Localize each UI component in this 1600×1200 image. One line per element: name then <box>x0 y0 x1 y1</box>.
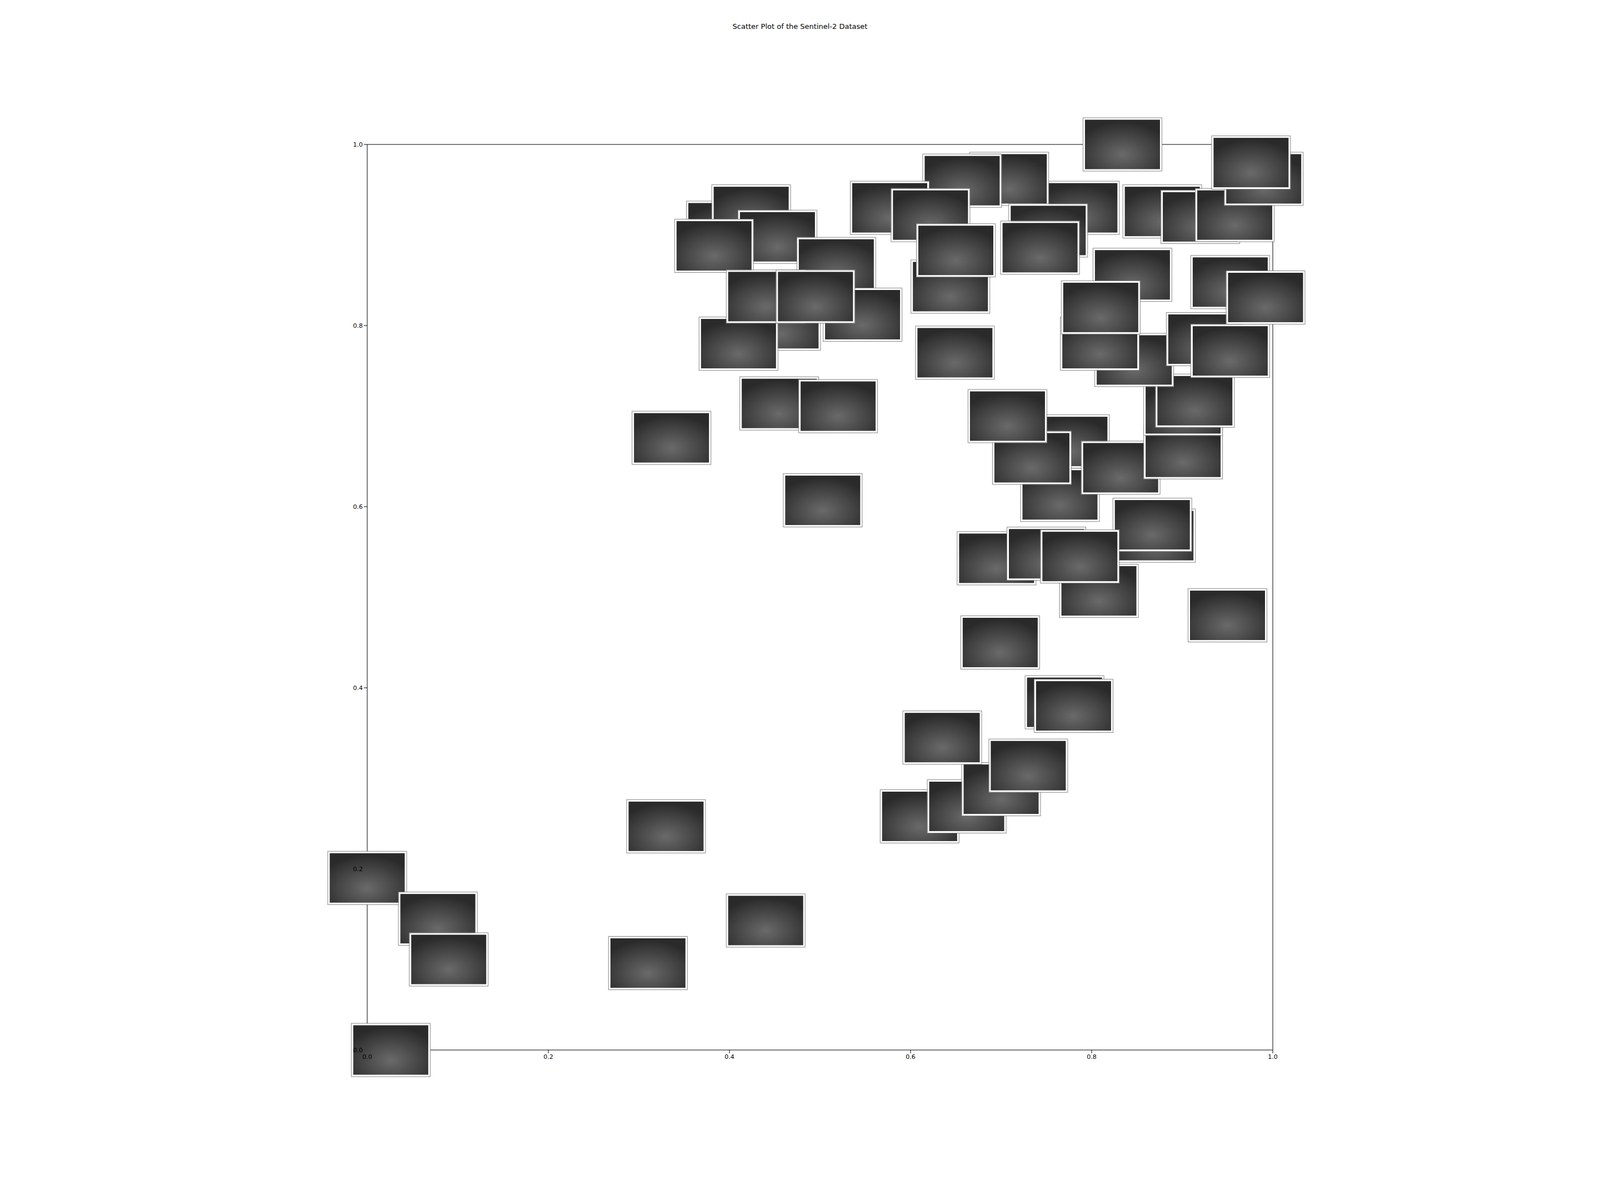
svg-text:0.0: 0.0 <box>353 1046 364 1054</box>
svg-text:0.6: 0.6 <box>905 1053 916 1061</box>
svg-text:0.2: 0.2 <box>543 1053 554 1061</box>
svg-text:0.2: 0.2 <box>353 865 364 873</box>
svg-text:0.4: 0.4 <box>353 684 364 692</box>
svg-text:0.8: 0.8 <box>353 322 364 330</box>
svg-text:0.0: 0.0 <box>362 1053 373 1061</box>
svg-text:0.8: 0.8 <box>1086 1053 1097 1061</box>
svg-text:1.0: 1.0 <box>353 141 364 149</box>
svg-text:1.0: 1.0 <box>1267 1053 1278 1061</box>
svg-text:0.4: 0.4 <box>724 1053 735 1061</box>
html-text:Scatter Plot of the Sentinel-2: Scatter Plot of the Sentinel-2 Dataset <box>732 22 868 31</box>
svg-text:0.6: 0.6 <box>353 503 364 511</box>
